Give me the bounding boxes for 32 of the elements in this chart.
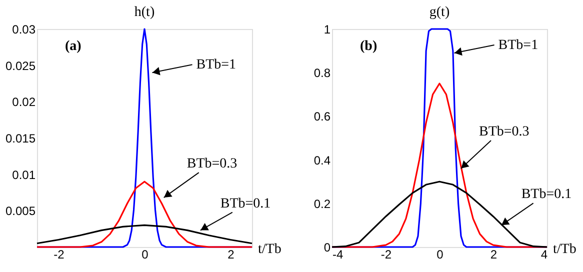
chart-title: h(t) bbox=[134, 5, 155, 20]
y-tick-label: 0.2 bbox=[314, 196, 331, 211]
x-tick-label: 2 bbox=[228, 248, 235, 262]
chart-title: g(t) bbox=[429, 5, 450, 20]
line-series bbox=[36, 224, 253, 244]
x-tick-label: -2 bbox=[54, 248, 65, 262]
annotation: BTb=1 bbox=[196, 58, 236, 73]
x-tick-label: 0 bbox=[142, 248, 149, 262]
annotation: (a) bbox=[65, 39, 82, 54]
x-tick-label: 2 bbox=[490, 248, 498, 262]
annotation: BTb=0.1 bbox=[521, 187, 572, 202]
x-tick-label: -2 bbox=[380, 248, 392, 262]
y-tick-label: 0.025 bbox=[5, 58, 36, 73]
y-tick-label: 0.02 bbox=[12, 95, 36, 110]
annotation: BTb=0.1 bbox=[220, 196, 271, 212]
y-tick-label: 1 bbox=[324, 22, 331, 36]
y-tick-label: 0.4 bbox=[314, 153, 331, 168]
annotation: BTb=1 bbox=[498, 38, 538, 53]
x-axis-title: t/Tb bbox=[258, 242, 282, 257]
annotation: BTb=0.3 bbox=[479, 124, 530, 140]
annotation: BTb=0.3 bbox=[186, 156, 238, 172]
y-tick-label: 0.6 bbox=[314, 110, 331, 124]
y-tick-label: 0.8 bbox=[314, 66, 331, 80]
x-axis-title: t/Tb bbox=[553, 242, 576, 257]
x-tick-label: 0 bbox=[436, 248, 444, 262]
y-tick-label: 0.01 bbox=[12, 168, 36, 182]
x-tick-label: 4 bbox=[540, 248, 548, 262]
y-tick-label: 0.03 bbox=[12, 22, 36, 36]
annotation: (b) bbox=[360, 39, 378, 54]
y-tick-label: 0.015 bbox=[5, 132, 36, 146]
y-tick-label: 0.005 bbox=[5, 204, 36, 218]
x-tick-label: -4 bbox=[332, 248, 344, 262]
